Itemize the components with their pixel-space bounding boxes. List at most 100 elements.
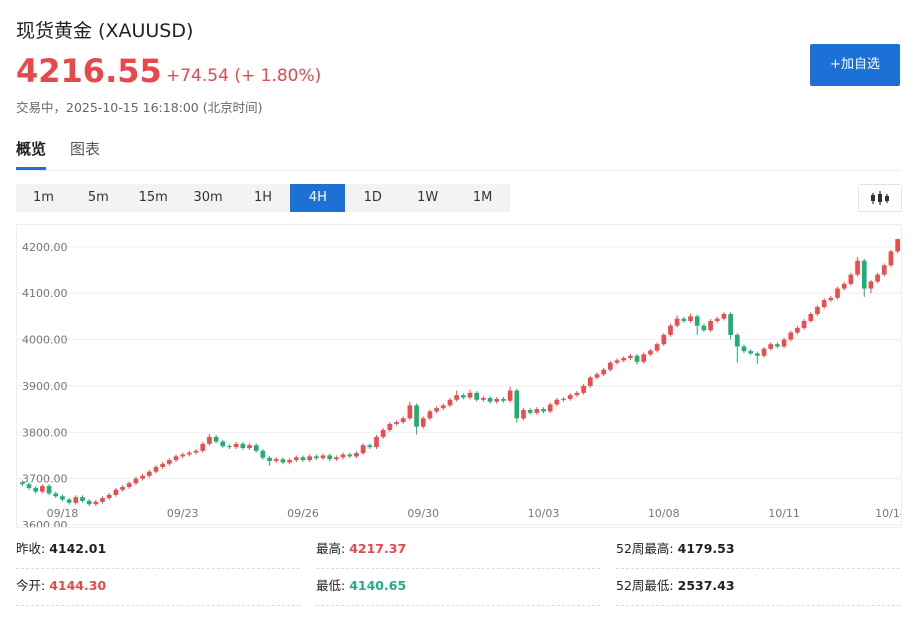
candle-body — [701, 325, 707, 331]
candle-body — [761, 348, 767, 356]
candle-body — [187, 452, 192, 455]
candle-body — [674, 318, 680, 326]
candle-body — [180, 454, 186, 457]
stat-label: 52周最低: — [616, 578, 674, 593]
candle-body — [681, 318, 687, 321]
candle-body — [394, 422, 399, 424]
candle-body — [527, 410, 533, 413]
candle-body — [861, 260, 867, 289]
y-tick-label: 3700.00 — [22, 473, 68, 486]
candle-body — [260, 450, 266, 458]
candle-body — [534, 409, 540, 413]
candle-body — [340, 454, 346, 458]
candle-body — [233, 443, 239, 448]
candle-body — [146, 471, 152, 476]
stat-value: 4142.01 — [49, 541, 107, 556]
candle-body — [360, 445, 366, 454]
candle-body — [167, 460, 172, 464]
candle-body — [801, 320, 807, 328]
candle-body — [354, 453, 359, 457]
stat: 昨收: 4142.01 — [16, 532, 300, 569]
candle-body — [567, 395, 573, 399]
chart-type-button[interactable] — [858, 184, 902, 212]
candle-body — [808, 314, 814, 321]
y-tick-label: 3900.00 — [22, 380, 68, 393]
stat: 52周最高: 4179.53 — [616, 532, 900, 569]
candle-body — [467, 392, 473, 398]
candle-body — [768, 344, 774, 349]
change: +74.54 (+ 1.80%) — [166, 66, 321, 86]
interval-button[interactable]: 1D — [363, 190, 382, 205]
candle-body — [815, 307, 820, 315]
candle-body — [427, 411, 433, 419]
candle-body — [133, 478, 139, 484]
candle-body — [273, 459, 279, 462]
candle-body — [601, 369, 606, 375]
candle-body — [734, 334, 740, 347]
candle-body — [748, 351, 753, 354]
stat-label: 最高: — [316, 541, 346, 556]
interval-button[interactable]: 1H — [253, 190, 273, 205]
candle-body — [66, 499, 72, 503]
candle-body — [347, 454, 353, 457]
tab[interactable]: 图表 — [70, 140, 101, 158]
candle-body — [561, 398, 566, 400]
candle-body — [521, 410, 526, 419]
candle-body — [120, 486, 125, 490]
x-tick-label: 10/03 — [528, 507, 560, 520]
tab[interactable]: 概览 — [16, 138, 47, 170]
candle-body — [594, 374, 600, 378]
candle-body — [80, 497, 85, 501]
price: 4216.55 — [16, 52, 162, 90]
candle-body — [547, 404, 553, 412]
candle-body — [440, 405, 446, 409]
y-tick-label: 3600.00 — [22, 519, 68, 528]
candle-body — [374, 436, 379, 448]
add-watchlist-button[interactable]: +加自选 — [810, 44, 900, 86]
candle-body — [227, 446, 232, 448]
candle-body — [487, 397, 493, 402]
interval-button[interactable]: 1W — [417, 190, 439, 205]
candle-body — [60, 496, 65, 500]
candle-body — [387, 423, 393, 430]
interval-button[interactable]: 1M — [472, 190, 493, 205]
interval-button[interactable]: 30m — [193, 190, 223, 205]
stat-label: 52周最高: — [616, 541, 674, 556]
stat-value: 4140.65 — [349, 578, 407, 593]
candle-body — [481, 397, 486, 400]
interval-button[interactable]: 4H — [290, 184, 346, 212]
candle-body — [755, 353, 760, 356]
stat-label: 今开: — [16, 578, 46, 593]
interval-button[interactable]: 1m — [32, 190, 54, 205]
candle-body — [213, 436, 219, 442]
candle-body — [320, 455, 326, 459]
interval-button[interactable]: 15m — [138, 190, 168, 205]
candle-body — [841, 283, 847, 289]
candle-body — [574, 392, 580, 396]
candle-body — [507, 390, 513, 401]
stat-label: 最低: — [316, 578, 346, 593]
candle-body — [420, 418, 426, 427]
candle-body — [247, 445, 252, 449]
stat: 52周最低: 2537.43 — [616, 569, 900, 606]
interval-button[interactable]: 5m — [87, 190, 109, 205]
candle-body — [668, 325, 673, 335]
candle-body — [367, 445, 373, 448]
stat-label: 昨收: — [16, 541, 46, 556]
candle-body — [848, 274, 854, 284]
candle-body — [795, 327, 800, 333]
candle-body — [26, 484, 32, 488]
x-tick-label: 09/23 — [167, 507, 199, 520]
candle-body — [708, 320, 713, 331]
stat-value: 4179.53 — [677, 541, 735, 556]
candle-body — [93, 501, 99, 505]
candle-body — [40, 486, 45, 492]
candle-body — [193, 450, 199, 453]
candle-body — [628, 355, 633, 359]
candle-body — [835, 288, 840, 298]
candle-body — [474, 392, 480, 400]
candle-body — [688, 316, 693, 321]
candle-body — [881, 265, 887, 275]
candle-body — [714, 318, 720, 321]
